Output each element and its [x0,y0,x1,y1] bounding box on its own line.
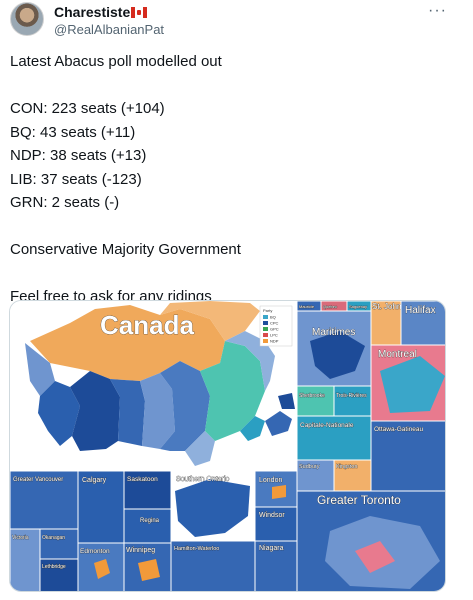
legend-swatch-lpc [263,333,268,337]
inset-label-saskatoon: Saskatoon [127,476,158,483]
inset-label-maritimes: Maritimes [312,327,355,338]
edmonton-ndp-ridings [94,559,110,579]
inset-label-sudbury: Sudbury [299,464,320,470]
inset-label-lethbridge: Lethbridge [42,564,66,570]
inset-label-london: London [259,477,282,484]
legend-swatch-gpc [263,327,268,331]
inset-trois-rivieres[interactable] [333,385,372,417]
tweet-line-gap [10,74,460,98]
tweet-line-majority: Conservative Majority Government [10,241,241,258]
inset-niagara[interactable] [254,540,298,592]
legend-label-ndp: NDP [270,339,279,344]
map-legend [259,305,293,347]
northern-territories-region [30,305,225,381]
inset-calgary[interactable] [77,470,125,544]
legend-label-lpc: LPC [270,333,278,338]
legend-swatch-bq [263,315,268,319]
inset-label-montreal: Montreal [378,349,417,360]
inset-label-kingston: Kingston [336,464,357,470]
legend-swatch-ndp [263,339,268,343]
northern-ontario-region [160,361,210,451]
more-options-icon[interactable]: ··· [428,2,447,19]
inset-label-trois-rivieres: Trois-Rivières [336,393,367,399]
inset-label-southern-ontario: Southern Ontario [176,476,229,483]
tweet-text: Latest Abacus poll modelled out CON: 223… [10,50,460,309]
election-map-image[interactable]: Canada Party BQ CPC GPC LPC NDP Mauricie… [9,300,446,592]
inset-label-capitale-nationale: Capitale-Nationale [300,422,354,429]
inset-label-niagara: Niagara [259,545,284,552]
inset-label-calgary: Calgary [82,477,107,484]
tweet-line-lib: LIB: 37 seats (-123) [10,170,142,188]
london-ndp-ridings [272,485,286,499]
tweet-line-ndp: NDP: 38 seats (+13) [10,147,147,164]
inset-label-victoria: Victoria [12,535,29,541]
montreal-ridings [380,356,445,413]
newfoundland-region [278,393,295,409]
author-handle[interactable]: @RealAlbanianPat [54,22,165,37]
inset-label-saguenay: Saguenay [349,304,367,309]
inset-label-edmonton: Edmonton [80,548,110,555]
tweet-line-con: CON: 223 seats (+104) [10,100,165,117]
inset-regina[interactable] [123,508,172,544]
inset-ottawa-gatineau[interactable] [370,420,446,492]
inset-saskatoon[interactable] [123,470,172,510]
inset-label-greater-vancouver: Greater Vancouver [13,477,63,483]
inset-label-quebec: Quebec [323,304,337,309]
maritimes-ridings [310,331,365,379]
tweet-line-bq: BQ: 43 seats (+11) [10,123,136,141]
inset-hamilton-waterloo[interactable] [170,540,256,592]
atlantic-region [265,411,292,436]
inset-kingston[interactable] [333,459,372,492]
inset-halifax[interactable] [400,301,446,346]
tweet-line-headline: Latest Abacus poll modelled out [10,53,222,70]
author-display-name[interactable]: Charestiste [54,4,131,20]
legend-title: Party [263,308,272,313]
inset-okanagan[interactable] [39,528,79,560]
inset-label-ottawa-gatineau: Ottawa-Gatineau [374,426,424,433]
saskatchewan-region [110,379,145,446]
tweet-line-gap [10,215,460,239]
southern-ontario-ridings [175,479,250,537]
southern-ontario-region [185,431,215,466]
inset-label-halifax: Halifax [405,305,436,316]
tweet-line-gap [10,262,460,286]
inset-label-windsor: Windsor [259,512,285,519]
election-map-svg: Canada Party BQ CPC GPC LPC NDP Mauricie… [10,301,446,592]
inset-label-greater-toronto: Greater Toronto [317,493,401,507]
inset-sherbrooke[interactable] [296,385,335,417]
quebec-region [200,341,265,441]
inset-label-mauricie: Mauricie [299,304,315,309]
inset-lethbridge[interactable] [39,558,79,592]
inset-label-regina: Regina [140,518,160,524]
avatar[interactable] [10,2,44,36]
legend-swatch-cpc [263,321,268,325]
arctic-islands-region [160,301,260,341]
legend-label-cpc: CPC [270,321,279,326]
inset-label-okanagan: Okanagan [42,535,65,541]
inset-label-sherbrooke: Sherbrooke [299,393,325,399]
inset-victoria[interactable] [10,528,41,592]
tweet-line-grn: GRN: 2 seats (-) [10,194,120,211]
inset-label-winnipeg: Winnipeg [126,547,155,554]
alberta-region [70,371,120,451]
quebec-south-region [240,416,265,441]
inset-label-st-johns: St. John's [372,302,407,311]
inset-label-hamilton-waterloo: Hamilton-Waterloo [174,546,219,552]
yukon-region [25,343,55,396]
british-columbia-region [38,381,80,446]
legend-entries: BQ CPC GPC LPC NDP [263,315,279,344]
map-title: Canada [100,310,194,340]
inset-greater-vancouver[interactable] [10,470,79,530]
manitoba-region [140,373,175,449]
tweet-header: Charestiste @RealAlbanianPat ··· [10,2,465,42]
legend-label-bq: BQ [270,315,276,320]
toronto-core-ridings [355,541,395,573]
canada-flag-icon [131,7,148,18]
winnipeg-ndp-ridings [138,559,160,581]
legend-label-gpc: GPC [270,327,279,332]
author-name-line[interactable]: Charestiste [54,4,148,20]
